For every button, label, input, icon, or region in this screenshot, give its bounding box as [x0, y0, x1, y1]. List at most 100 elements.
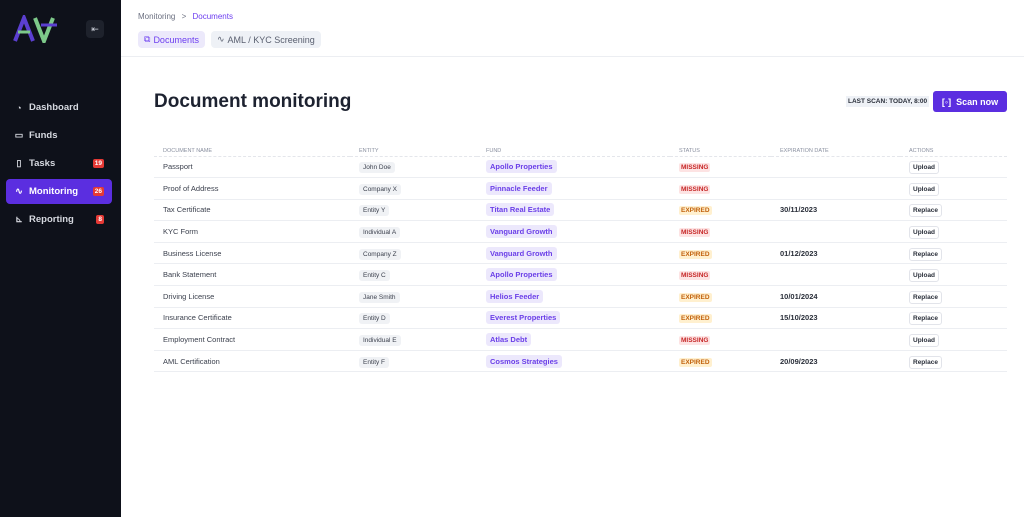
fund-tag[interactable]: Apollo Properties — [486, 268, 557, 282]
document-name: Driving License — [163, 291, 215, 301]
sidebar-item-label: Funds — [29, 130, 58, 141]
upload-button[interactable]: Upload — [909, 334, 940, 348]
column-header: DOCUMENT NAME — [154, 146, 350, 157]
count-badge: 26 — [92, 187, 104, 196]
breadcrumb: Monitoring > Documents — [138, 12, 233, 21]
column-header: ENTITY — [350, 146, 477, 157]
entity-tag: Company Z — [359, 248, 401, 260]
expiration-date: 15/10/2023 — [780, 313, 818, 323]
entity-tag: Company X — [359, 183, 401, 195]
replace-button[interactable]: Replace — [909, 247, 942, 261]
status-badge: EXPIRED — [679, 292, 712, 302]
fund-tag[interactable]: Vanguard Growth — [486, 225, 557, 239]
entity-tag: Individual A — [359, 227, 401, 239]
expiration-date: 20/09/2023 — [780, 356, 818, 366]
table-row: Passport John Doe Apollo Properties MISS… — [154, 156, 1007, 179]
status-badge: MISSING — [679, 228, 711, 238]
scan-now-button[interactable]: [◦] Scan now — [933, 91, 1007, 112]
page-title: Document monitoring — [154, 91, 352, 112]
tab-aml-kyc-screening[interactable]: ∿ AML / KYC Screening — [210, 31, 321, 48]
upload-button[interactable]: Upload — [909, 269, 940, 283]
table-row: Bank Statement Entity C Apollo Propertie… — [154, 263, 1007, 287]
entity-tag: Entity C — [359, 270, 390, 282]
document-name: Proof of Address — [163, 183, 219, 193]
document-name: Business License — [163, 248, 222, 258]
document-name: Tax Certificate — [163, 205, 211, 215]
count-badge: 8 — [96, 215, 104, 224]
status-badge: EXPIRED — [679, 314, 712, 324]
scan-icon: [◦] — [941, 96, 952, 107]
replace-button[interactable]: Replace — [909, 355, 942, 369]
expiration-date: 10/01/2024 — [780, 291, 818, 301]
tab-label: Documents — [153, 34, 199, 45]
sidebar-item-funds[interactable]: ▭ Funds — [6, 123, 112, 148]
status-badge: MISSING — [679, 271, 711, 281]
entity-tag: Entity D — [359, 313, 390, 325]
fund-tag[interactable]: Vanguard Growth — [486, 246, 557, 260]
table-row: Business License Company Z Vanguard Grow… — [154, 242, 1007, 265]
fund-tag[interactable]: Pinnacle Feeder — [486, 181, 552, 195]
table-row: Tax Certificate Entity Y Titan Real Esta… — [154, 199, 1007, 222]
gauge-icon: ◔ — [16, 102, 22, 113]
breadcrumb-separator: > — [181, 12, 187, 21]
table-row: Proof of Address Company X Pinnacle Feed… — [154, 177, 1007, 200]
status-badge: MISSING — [679, 336, 711, 346]
top-bar: Monitoring > Documents ⧉ Documents ∿ AML /… — [121, 0, 1024, 57]
fund-tag[interactable]: Cosmos Strategies — [486, 354, 562, 368]
entity-tag: Jane Smith — [359, 291, 400, 303]
fund-tag[interactable]: Atlas Debt — [486, 333, 532, 347]
document-name: Passport — [163, 162, 193, 172]
sidebar-item-monitoring[interactable]: ∿ Monitoring 26 — [6, 179, 112, 204]
sidebar-item-label: Tasks — [29, 158, 56, 169]
fund-tag[interactable]: Titan Real Estate — [486, 203, 555, 217]
status-badge: EXPIRED — [679, 206, 712, 216]
collapse-sidebar-button[interactable]: ⇤ — [86, 20, 104, 38]
sidebar-item-label: Reporting — [29, 214, 74, 225]
main-content: Monitoring > Documents ⧉ Documents ∿ AML /… — [121, 0, 1024, 517]
count-badge: 19 — [92, 159, 104, 168]
expiration-date: 30/11/2023 — [780, 205, 818, 215]
fund-tag[interactable]: Apollo Properties — [486, 160, 557, 174]
sidebar-item-dashboard[interactable]: ◔ Dashboard — [6, 95, 112, 120]
sidebar-item-label: Monitoring — [29, 186, 79, 197]
briefcase-icon: ▭ — [14, 130, 24, 140]
column-header: EXPIRATION DATE — [771, 146, 900, 157]
documents-icon: ⧉ — [144, 34, 151, 44]
table-row: Insurance Certificate Entity D Everest P… — [154, 307, 1007, 330]
chart-icon: ⊾ — [15, 214, 23, 224]
column-header: FUND — [477, 146, 670, 157]
activity-icon: ∿ — [216, 34, 225, 44]
entity-tag: Entity Y — [359, 205, 390, 217]
upload-button[interactable]: Upload — [909, 182, 940, 196]
sidebar-item-tasks[interactable]: ▯ Tasks 19 — [6, 151, 112, 176]
document-name: KYC Form — [163, 227, 199, 237]
status-badge: EXPIRED — [679, 357, 712, 367]
fund-tag[interactable]: Everest Properties — [486, 311, 561, 325]
column-header: ACTIONS — [900, 146, 1007, 157]
app-logo — [13, 15, 57, 43]
tab-documents[interactable]: ⧉ Documents — [138, 31, 205, 48]
clipboard-icon: ▯ — [16, 158, 22, 168]
breadcrumb-parent[interactable]: Monitoring — [138, 12, 176, 21]
table-row: Driving License Jane Smith Helios Feeder… — [154, 285, 1007, 308]
sidebar-item-reporting[interactable]: ⊾ Reporting 8 — [6, 207, 112, 232]
documents-table: DOCUMENT NAME ENTITY FUND STATUS EXPIRATION … — [154, 146, 1007, 373]
scan-now-label: Scan now — [956, 96, 999, 107]
breadcrumb-current: Documents — [192, 12, 233, 21]
upload-button[interactable]: Upload — [909, 161, 940, 175]
table-row: AML Certification Entity F Cosmos Strate… — [154, 350, 1007, 373]
document-name: AML Certification — [163, 356, 220, 366]
status-badge: MISSING — [679, 184, 711, 194]
replace-button[interactable]: Replace — [909, 204, 942, 218]
entity-tag: Individual E — [359, 335, 401, 347]
replace-button[interactable]: Replace — [909, 312, 942, 326]
upload-button[interactable]: Upload — [909, 226, 940, 240]
status-badge: MISSING — [679, 163, 711, 173]
document-name: Insurance Certificate — [163, 313, 232, 323]
activity-icon: ∿ — [15, 186, 23, 196]
fund-tag[interactable]: Helios Feeder — [486, 289, 544, 303]
entity-tag: John Doe — [359, 162, 395, 174]
replace-button[interactable]: Replace — [909, 290, 942, 304]
document-name: Employment Contract — [163, 335, 236, 345]
table-row: Employment Contract Individual E Atlas D… — [154, 328, 1007, 351]
